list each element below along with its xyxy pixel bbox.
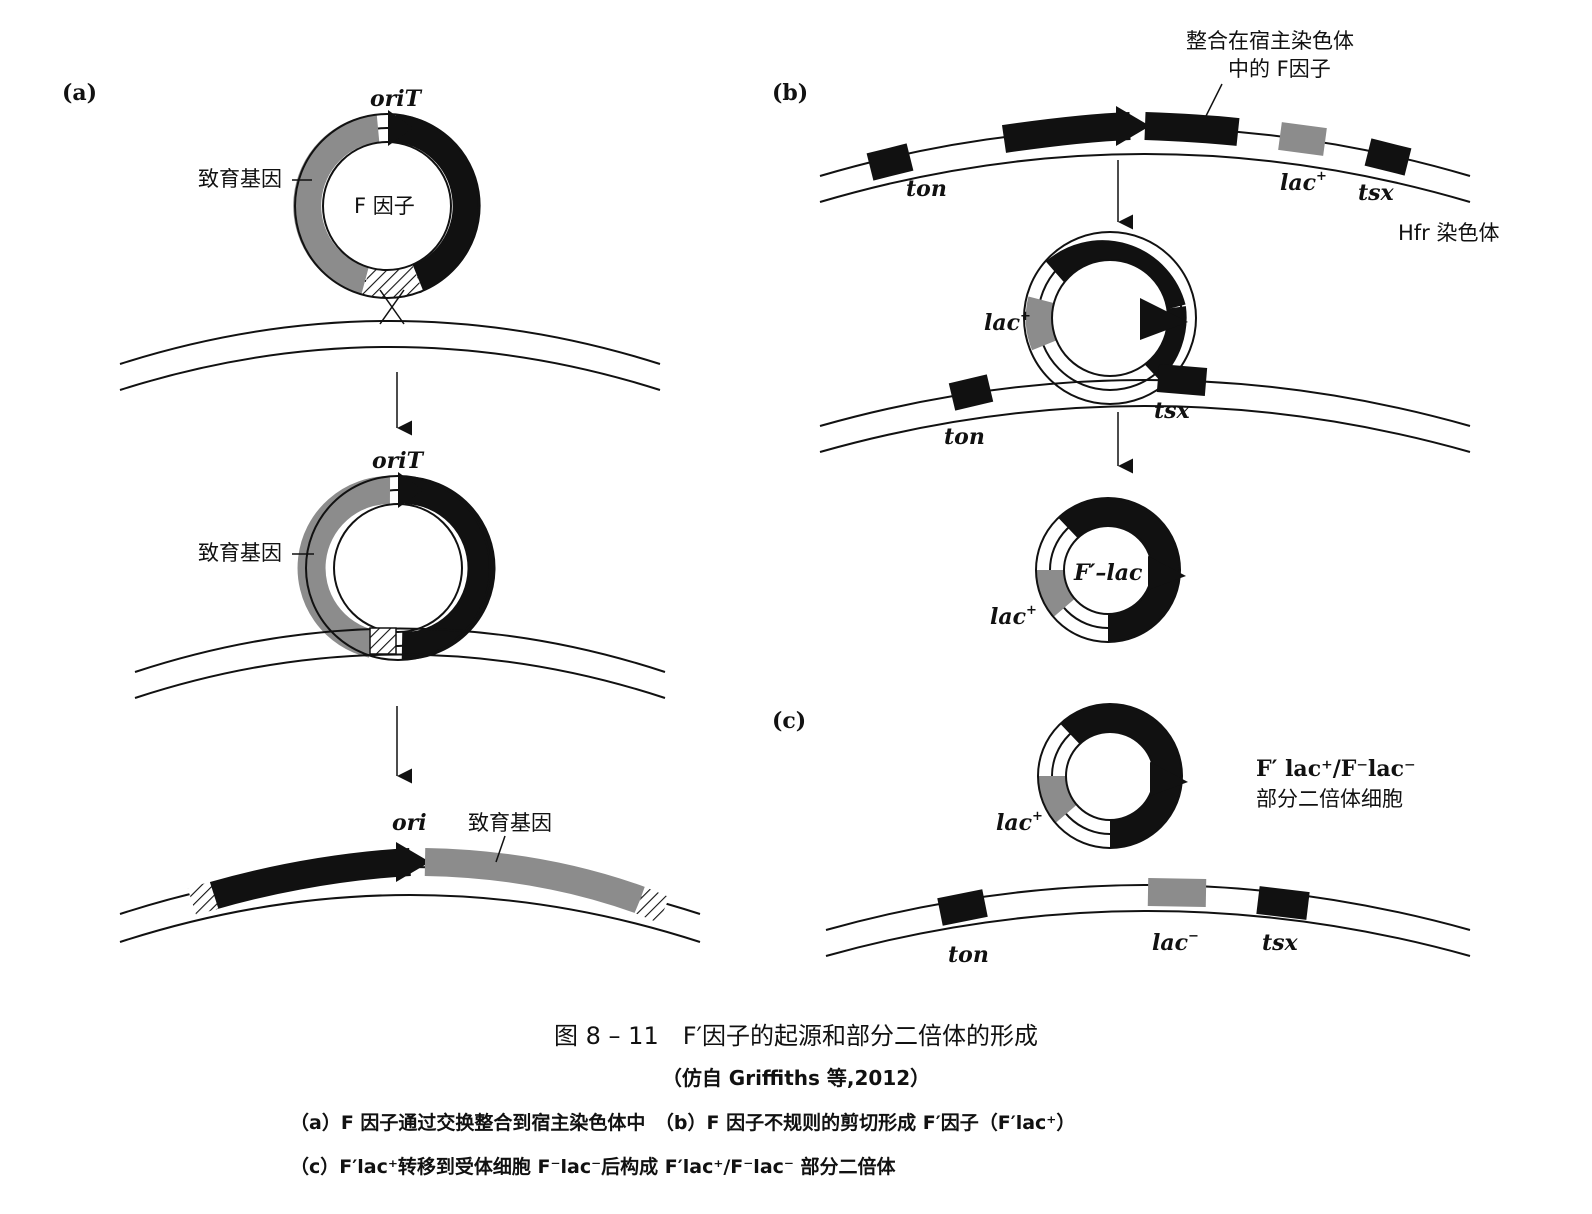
f-plasmid-free: F 因子 <box>293 110 481 299</box>
lac-loop-label: lac+ <box>984 309 1031 336</box>
f-prime-lac-plasmid: F′–lac <box>1035 497 1186 643</box>
ori-label: ori <box>392 810 427 836</box>
tsx-loop-label: tsx <box>1154 398 1191 424</box>
fertility-gene-middle-label: 致育基因 <box>198 541 282 565</box>
chromosome-a2 <box>134 627 666 673</box>
hfr-chromosome <box>819 106 1471 203</box>
diploid-label-line1: F′ lac⁺/F⁻lac⁻ <box>1256 756 1416 782</box>
lac-minus-label: lac− <box>1152 929 1199 956</box>
ton-top-label: ton <box>906 176 947 202</box>
lac-circle-label-b: lac+ <box>990 603 1037 630</box>
recipient-chromosome <box>825 878 1471 957</box>
f-plasmid-paired <box>297 472 496 661</box>
chromosome-a3 <box>119 842 701 943</box>
panel-b: (b) 整合在宿主染色体 中的 F因子 ton lac+ tsx Hfr 染色体 <box>772 29 1500 643</box>
ton-c-label: ton <box>948 942 989 968</box>
fertility-gene-top-label: 致育基因 <box>198 167 282 191</box>
f-prime-plasmid-recipient <box>1037 703 1188 849</box>
oriT-middle-label: oriT <box>372 448 425 474</box>
diploid-label-line2: 部分二倍体细胞 <box>1256 787 1403 811</box>
chromosome-a1 <box>119 320 661 365</box>
ton-loop-label: ton <box>944 424 985 450</box>
panel-a: (a) F 因子 oriT 致育基因 <box>62 80 701 943</box>
figure-source: （仿自 Griffiths 等,2012） <box>661 1066 931 1090</box>
looping-out <box>1023 231 1197 405</box>
panel-c: (c) lac+ F′ lac⁺/F⁻lac⁻ 部分二倍体细胞 ton lac−… <box>772 703 1471 968</box>
integrated-label-line2: 中的 F因子 <box>1228 57 1331 81</box>
lac-circle-label-c: lac+ <box>996 809 1043 836</box>
tsx-top-label: tsx <box>1358 180 1395 206</box>
tsx-c-label: tsx <box>1262 930 1299 956</box>
caption-line-ab: （a）F 因子通过交换整合到宿主染色体中 （b）F 因子不规则的剪切形成 F′因… <box>290 1112 1076 1134</box>
caption-line-c: （c）F′lac⁺转移到受体细胞 F⁻lac⁻后构成 F′lac⁺/F⁻lac⁻… <box>290 1156 896 1178</box>
oriT-top-label: oriT <box>370 86 423 112</box>
fertility-gene-bottom-label: 致育基因 <box>468 811 552 835</box>
f-factor-label: F 因子 <box>354 194 415 218</box>
integrated-label-line1: 整合在宿主染色体 <box>1186 29 1354 53</box>
lac-top-label: lac+ <box>1280 169 1327 196</box>
figure-title: 图 8 – 11 F′因子的起源和部分二倍体的形成 <box>554 1022 1038 1050</box>
panel-a-tag: (a) <box>62 80 97 106</box>
panel-c-tag: (c) <box>772 708 806 734</box>
hfr-label: Hfr 染色体 <box>1398 221 1500 245</box>
f-prime-lac-label: F′–lac <box>1073 560 1143 586</box>
panel-b-tag: (b) <box>772 80 808 106</box>
